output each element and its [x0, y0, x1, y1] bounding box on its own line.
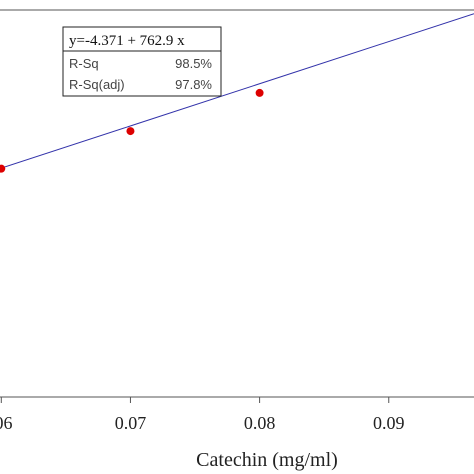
- r-sq-adj-label: R-Sq(adj): [69, 77, 125, 92]
- x-tick-label: 0.08: [244, 413, 276, 433]
- x-tick-label: 0.07: [115, 413, 147, 433]
- regression-line: [0, 13, 474, 169]
- stats-box-frame: [62, 26, 222, 97]
- x-axis-ticks: [0, 397, 390, 403]
- x-tick-label: .06: [0, 413, 13, 433]
- r-sq-label: R-Sq: [69, 56, 99, 71]
- x-axis-tick-labels: .06 0.07 0.08 0.09: [0, 413, 405, 433]
- x-tick-label: 0.09: [373, 413, 405, 433]
- data-points: [0, 88, 264, 173]
- data-point: [0, 164, 6, 173]
- r-sq-adj-value: 97.8%: [175, 77, 212, 92]
- r-sq-value: 98.5%: [175, 56, 212, 71]
- data-point: [255, 88, 264, 97]
- regression-equation: y=-4.371 + 762.9 x: [69, 33, 185, 49]
- data-point: [126, 127, 135, 136]
- stats-box: y=-4.371 + 762.9 x R-Sq 98.5% R-Sq(adj) …: [62, 26, 222, 97]
- x-axis-title: Catechin (mg/ml): [196, 449, 338, 471]
